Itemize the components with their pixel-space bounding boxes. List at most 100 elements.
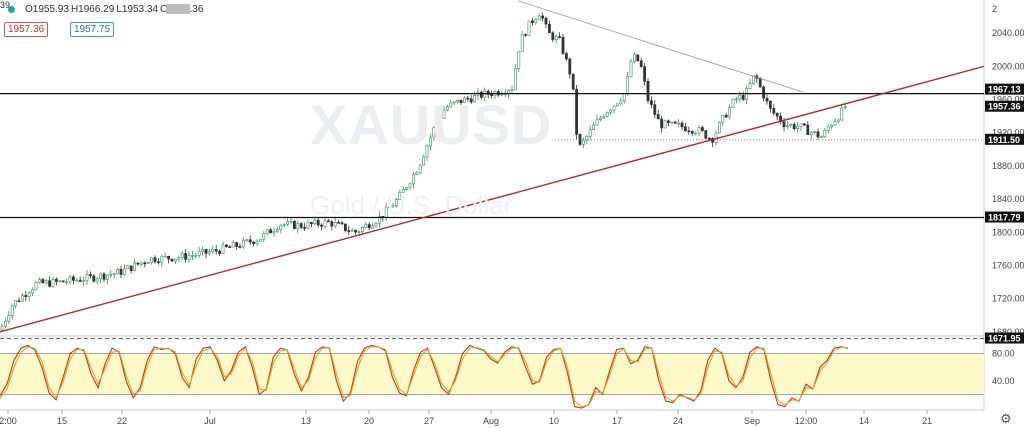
candle-body [157,261,160,264]
candle-body [768,100,772,109]
candle-body [146,262,150,264]
candle-body [340,222,344,225]
price-tick-label: 2000.00 [992,61,1024,71]
candle-body [54,279,58,282]
candle-body [721,114,725,123]
price-tick-label: 1800.00 [992,227,1024,237]
time-tick-label: 2:00 [0,416,17,426]
candle-body [439,118,443,124]
candle-body [398,192,402,200]
candle-body [265,229,269,234]
candle-body [751,75,755,84]
candle-body [102,273,106,280]
candle-body [619,100,623,105]
candle-body [517,51,521,69]
candle-body [435,122,439,129]
candle-body [99,273,103,280]
candle-body [126,265,130,270]
price-tick-label: 1720.00 [992,294,1024,304]
candles [0,12,847,331]
candle-body [813,131,817,133]
candle-body [510,88,514,91]
candle-body [34,282,38,290]
candle-body [741,95,745,100]
candle-body [129,265,133,271]
candle-body [208,251,211,254]
candle-body [802,123,806,126]
candle-body [758,78,762,88]
price-axis-badge-label: 1671.95 [988,334,1021,344]
candle-body [337,222,341,224]
candle-body [20,295,24,302]
candle-body [490,94,494,97]
candle-body [296,223,300,229]
candle-body [643,66,647,82]
candle-body [160,255,164,263]
candle-body [245,239,249,242]
candle-body [24,295,28,297]
rising-trendline [0,65,985,333]
price-axis-badge [985,100,1024,112]
candle-body [422,156,426,166]
candle-body [333,222,337,227]
time-tick-label: 20 [364,416,374,426]
candle-body [660,118,664,129]
candle-body [214,249,218,252]
price-tick-label: 2 [992,4,997,14]
candle-body [394,199,398,207]
candle-body [119,268,123,275]
candle-body [275,229,279,232]
settings-gear-icon[interactable]: ⚙ [1000,411,1012,426]
candle-body [568,58,572,75]
candle-body [830,124,834,128]
price-tick-label: 1760.00 [992,260,1024,270]
candle-body [163,255,167,258]
candle-body [191,255,194,257]
candle-body [204,249,208,254]
time-tick-label: 22 [117,416,127,426]
candle-body [649,100,653,105]
sell-price-button[interactable]: 1957.36 [4,22,49,37]
candle-body [252,241,256,244]
candle-body [789,124,793,126]
candle-body [48,280,52,287]
oscillator-tick-label: 40.00 [992,376,1015,386]
candle-body [299,223,303,228]
candle-body [544,17,548,25]
candle-body [350,229,354,232]
candle-body [541,15,545,19]
candle-body [602,116,606,119]
time-tick-label: Sep [744,416,760,426]
candle-body [194,254,198,257]
buy-price-button[interactable]: 1957.75 [70,22,115,37]
status-dot-icon [8,6,15,13]
candle-body [473,95,477,103]
candle-body [82,280,86,283]
price-axis-badge-label: 1967.13 [988,85,1021,95]
candle-body [530,20,534,24]
candle-body [211,249,215,253]
high-value: H1966.29 [70,4,115,15]
candle-body [785,125,789,128]
candle-body [707,137,711,140]
candle-body [687,130,691,133]
candle-body [31,289,35,294]
candle-body [653,104,657,115]
candle-body [7,315,11,322]
candle-body [605,112,609,117]
candle-body [14,300,18,307]
candle-body [323,220,327,227]
price-tick-label: 1920.00 [992,128,1024,138]
candle-body [258,238,262,242]
candle-body [765,97,769,102]
time-tick-label: Jul [204,416,216,426]
candle-body [428,136,432,147]
candle-body [367,224,371,229]
candle-body [806,124,810,136]
candle-body [809,132,813,136]
candle-body [184,253,188,260]
candle-body [303,227,307,229]
candle-body [612,105,616,111]
candle-body [187,255,191,260]
